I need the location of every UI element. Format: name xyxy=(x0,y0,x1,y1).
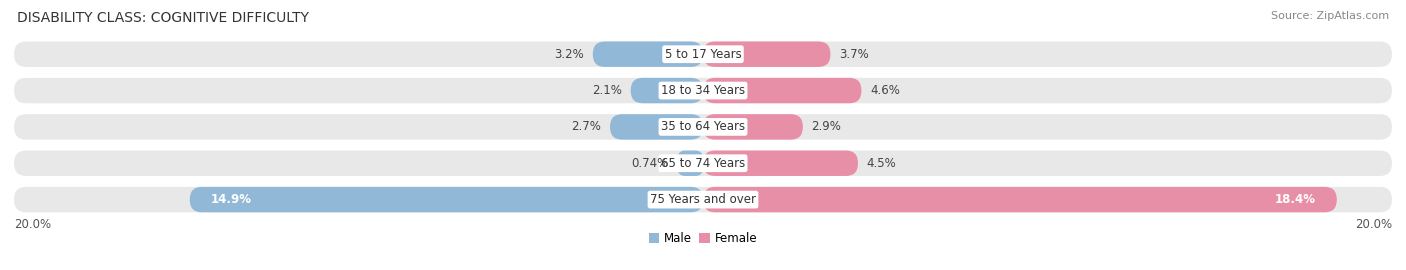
FancyBboxPatch shape xyxy=(631,78,703,103)
Text: 20.0%: 20.0% xyxy=(14,218,51,231)
Text: 5 to 17 Years: 5 to 17 Years xyxy=(665,48,741,61)
FancyBboxPatch shape xyxy=(14,42,1392,67)
Text: 75 Years and over: 75 Years and over xyxy=(650,193,756,206)
FancyBboxPatch shape xyxy=(593,42,703,67)
Text: 14.9%: 14.9% xyxy=(211,193,252,206)
Text: DISABILITY CLASS: COGNITIVE DIFFICULTY: DISABILITY CLASS: COGNITIVE DIFFICULTY xyxy=(17,11,309,25)
Text: 2.9%: 2.9% xyxy=(811,120,841,133)
Text: 35 to 64 Years: 35 to 64 Years xyxy=(661,120,745,133)
Text: 3.2%: 3.2% xyxy=(554,48,583,61)
FancyBboxPatch shape xyxy=(703,78,862,103)
Text: 0.74%: 0.74% xyxy=(631,157,669,170)
Text: 2.1%: 2.1% xyxy=(592,84,621,97)
FancyBboxPatch shape xyxy=(703,42,831,67)
Text: 2.7%: 2.7% xyxy=(571,120,602,133)
Text: 20.0%: 20.0% xyxy=(1355,218,1392,231)
Text: 65 to 74 Years: 65 to 74 Years xyxy=(661,157,745,170)
FancyBboxPatch shape xyxy=(678,150,703,176)
FancyBboxPatch shape xyxy=(190,187,703,212)
Text: 4.5%: 4.5% xyxy=(866,157,897,170)
Text: Source: ZipAtlas.com: Source: ZipAtlas.com xyxy=(1271,11,1389,21)
Text: 3.7%: 3.7% xyxy=(839,48,869,61)
FancyBboxPatch shape xyxy=(703,114,803,140)
FancyBboxPatch shape xyxy=(14,114,1392,140)
FancyBboxPatch shape xyxy=(14,150,1392,176)
FancyBboxPatch shape xyxy=(703,187,1337,212)
FancyBboxPatch shape xyxy=(610,114,703,140)
Text: 4.6%: 4.6% xyxy=(870,84,900,97)
FancyBboxPatch shape xyxy=(703,150,858,176)
FancyBboxPatch shape xyxy=(14,78,1392,103)
FancyBboxPatch shape xyxy=(14,187,1392,212)
Text: 18.4%: 18.4% xyxy=(1275,193,1316,206)
Legend: Male, Female: Male, Female xyxy=(644,227,762,249)
Text: 18 to 34 Years: 18 to 34 Years xyxy=(661,84,745,97)
